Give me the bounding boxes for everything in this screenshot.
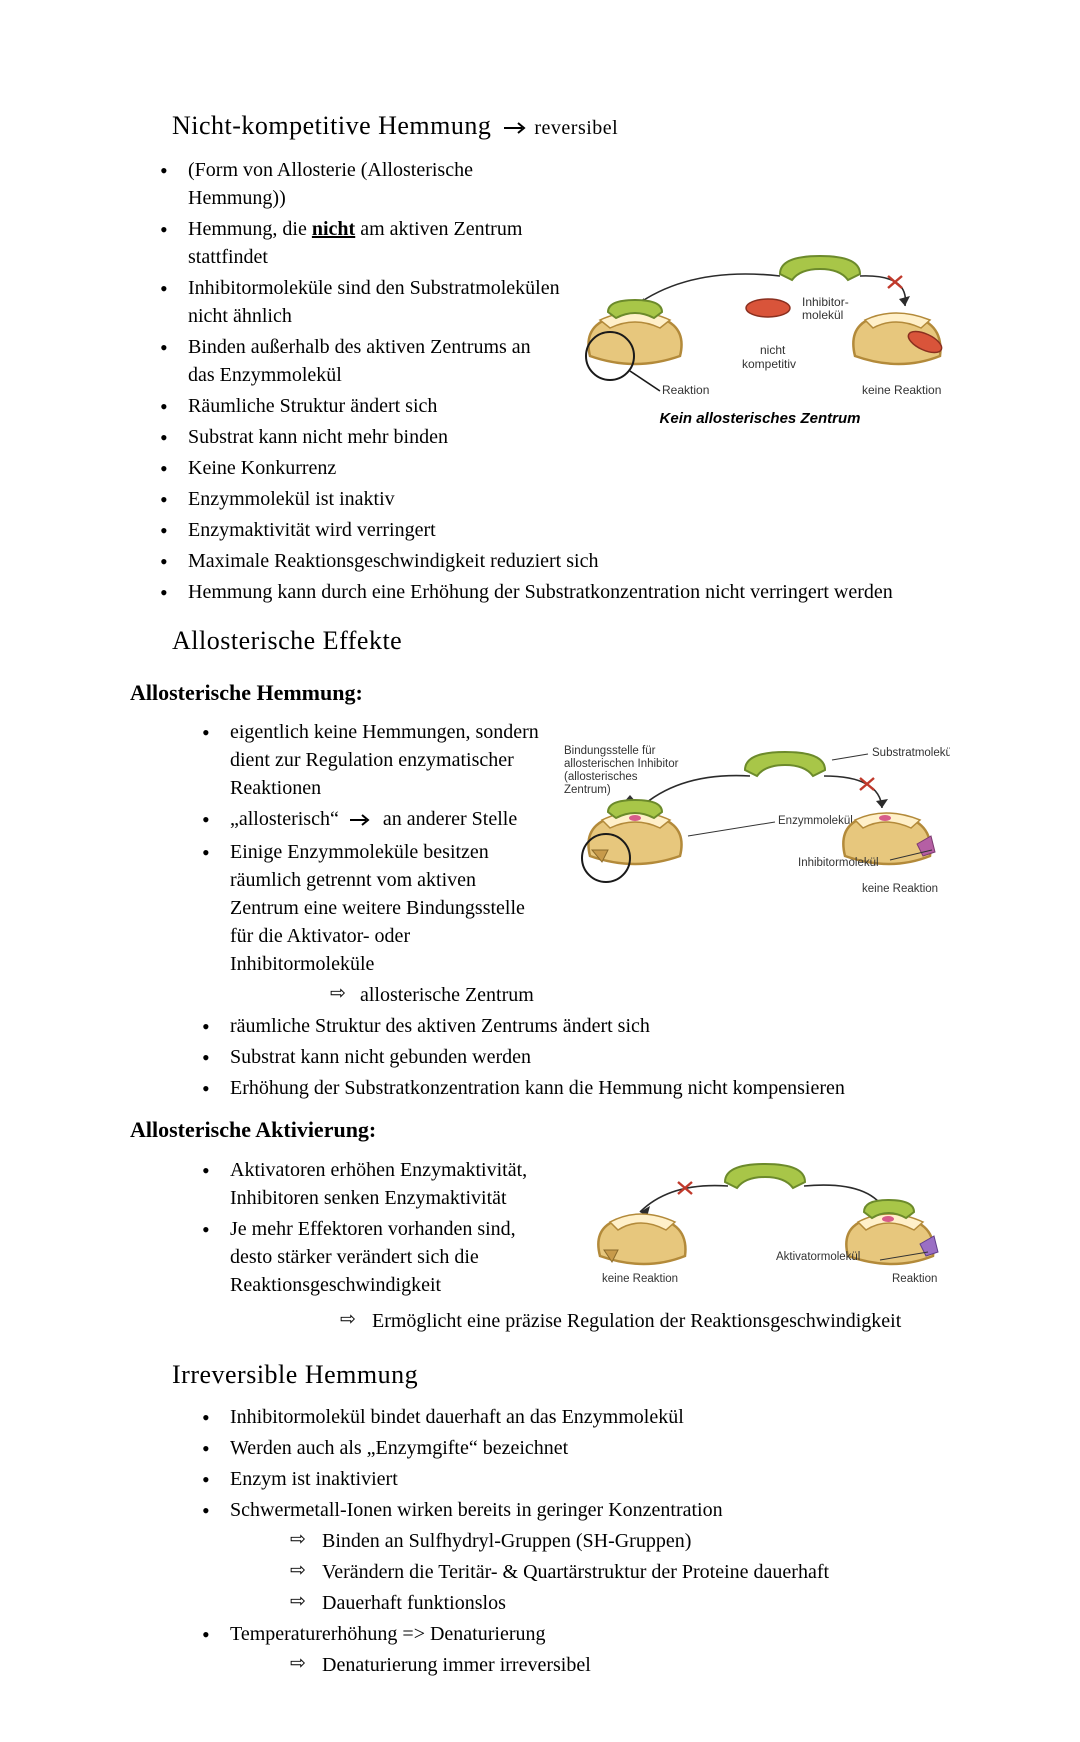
svg-text:keine Reaktion: keine Reaktion [602,1273,678,1285]
subheading-allo-inhibition: Allosterische Hemmung: [130,678,950,709]
list-item: Substrat kann nicht mehr binden [130,423,950,451]
list-item: Einige Enzymmoleküle besitzen räumlich g… [130,838,540,978]
sub-arrow-item: Verändern die Teritär- & Quartärstruktur… [172,1558,950,1586]
heading-noncompetitive: Nicht-kompetitive Hemmung reversibel [172,108,950,146]
list-item: Inhibitormoleküle sind den Substratmolek… [130,274,950,330]
sub-arrow-item: Denaturierung immer irreversibel [172,1651,950,1679]
arrow-icon [502,110,530,146]
list-item: Temperaturerhöhung => Denaturierung [130,1620,950,1648]
arrow-icon [348,807,374,835]
list-item: Räumliche Struktur ändert sich [130,392,950,420]
bullet-list-3b: Temperaturerhöhung => Denaturierung [130,1620,950,1648]
svg-text:keine Reaktion: keine Reaktion [862,883,938,895]
heading-text: Nicht-kompetitive Hemmung [172,111,491,140]
list-item: Werden auch als „Enzymgifte“ bezeichnet [130,1434,950,1462]
svg-text:Inhibitormolekül: Inhibitormolekül [798,857,879,869]
subheading-allo-activation: Allosterische Aktivierung: [130,1115,950,1146]
list-item: räumliche Struktur des aktiven Zentrums … [130,1012,950,1040]
list-item: Erhöhung der Substratkonzentration kann … [130,1074,950,1102]
list-item: Hemmung kann durch eine Erhöhung der Sub… [130,578,950,606]
list-item: Inhibitormolekül bindet dauerhaft an das… [130,1403,950,1431]
list-item: „allosterisch“ an anderer Stelle [130,805,950,834]
diagram-allo-activation: keine Reaktion Aktivatormolekül Reaktion [580,1160,950,1298]
list-item: eigentlich keine Hemmungen, sondern dien… [130,718,950,802]
list-item: Keine Konkurrenz [130,454,950,482]
sub-arrow-item: Ermöglicht eine präzise Regulation der R… [222,1307,950,1335]
list-item: Hemmung, die nicht am aktiven Zentrum st… [130,215,950,271]
list-item: Substrat kann nicht gebunden werden [130,1043,950,1071]
heading-allosteric: Allosterische Effekte [172,623,950,659]
list-item: Maximale Reaktionsgeschwindigkeit reduzi… [130,547,950,575]
list-item: Enzymmolekül ist inaktiv [130,485,950,513]
svg-text:Reaktion: Reaktion [892,1273,937,1285]
list-item: Schwermetall-Ionen wirken bereits in ger… [130,1496,950,1524]
list-item: (Form von Allosterie (Allosterische Hemm… [130,156,950,212]
svg-text:Aktivatormolekül: Aktivatormolekül [776,1251,860,1263]
bullet-list-3: Inhibitormolekül bindet dauerhaft an das… [130,1403,950,1524]
sub-arrow-item: Dauerhaft funktionslos [172,1589,950,1617]
sub-arrow-item: Binden an Sulfhydryl-Gruppen (SH-Gruppen… [172,1527,950,1555]
list-item: Je mehr Effektoren vorhanden sind, desto… [130,1215,540,1299]
bullet-list-1: (Form von Allosterie (Allosterische Hemm… [130,156,950,606]
list-item: Aktivatoren erhöhen Enzymaktivität, Inhi… [130,1156,540,1212]
list-item: Enzym ist inaktiviert [130,1465,950,1493]
heading-suffix: reversibel [534,117,618,139]
bullet-list-allo1b: räumliche Struktur des aktiven Zentrums … [130,1012,950,1102]
heading-irreversible: Irreversible Hemmung [172,1357,950,1393]
list-item: Binden außerhalb des aktiven Zentrums an… [130,333,950,389]
list-item: Enzymaktivität wird verringert [130,516,950,544]
sub-arrow-item: allosterische Zentrum [360,981,950,1009]
